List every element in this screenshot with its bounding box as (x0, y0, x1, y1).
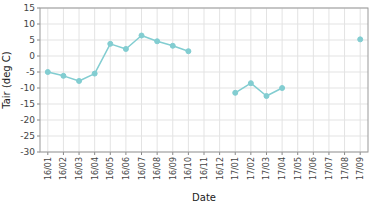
y-tick-label: 15 (24, 3, 35, 13)
x-tick-label: 17/09 (356, 157, 365, 180)
grid-line-x (328, 8, 329, 152)
grid-line-x (172, 8, 173, 152)
grid-line-x (282, 8, 283, 152)
x-tick-label: 16/06 (122, 157, 131, 180)
grid-line-x (313, 8, 314, 152)
y-tick-label: -10 (20, 83, 35, 93)
x-tick-label: 17/03 (262, 157, 271, 180)
grid-line-x (141, 8, 142, 152)
series-marker (45, 70, 50, 75)
x-tick-label: 17/06 (309, 157, 318, 180)
x-axis-label: Date (192, 192, 216, 203)
series-marker (248, 81, 253, 86)
y-axis-label: Tair (deg C) (1, 51, 12, 110)
grid-line-x (125, 8, 126, 152)
grid-line-x (360, 8, 361, 152)
grid-line-x (63, 8, 64, 152)
series-marker (123, 46, 128, 51)
grid-line-x (188, 8, 189, 152)
series-marker (264, 94, 269, 99)
x-tick-label: 16/10 (184, 157, 193, 180)
y-tick-label: -25 (20, 131, 35, 141)
y-tick-label: 10 (24, 19, 36, 29)
grid-line-x (250, 8, 251, 152)
grid-line-x (110, 8, 111, 152)
x-tick-label: 16/02 (59, 157, 68, 180)
grid-line-x (204, 8, 205, 152)
x-tick-label: 17/01 (231, 157, 240, 180)
series-marker (92, 71, 97, 76)
x-tick-label: 16/07 (138, 157, 147, 180)
grid-line-x (266, 8, 267, 152)
series-marker (61, 73, 66, 78)
grid (40, 8, 368, 152)
x-tick-label: 16/05 (106, 157, 115, 180)
x-tick-label: 17/02 (247, 157, 256, 180)
y-tick-label: 0 (29, 51, 35, 61)
x-tick-label: 16/12 (216, 157, 225, 180)
x-tick-label: 17/05 (294, 157, 303, 180)
series-marker (233, 90, 238, 95)
x-tick-label: 16/09 (169, 157, 178, 180)
grid-line-x (219, 8, 220, 152)
chart: -30 -25 -20 -15 -10 -5 0 5 10 15 16/01 16/02 16/03 16… (0, 0, 376, 204)
series-marker (170, 43, 175, 48)
y-tick-label: -30 (20, 147, 35, 157)
grid-line-x (235, 8, 236, 152)
axes: -30 -25 -20 -15 -10 -5 0 5 10 15 16/01 16/02 16/03 16… (1, 3, 368, 203)
series-marker (108, 41, 113, 46)
x-tick-label: 16/11 (200, 157, 209, 180)
y-tick-label: -5 (26, 67, 35, 77)
data (45, 33, 362, 98)
grid-line-x (344, 8, 345, 152)
x-tick-label: 16/01 (44, 157, 53, 180)
series-marker (155, 39, 160, 44)
series-marker (358, 37, 363, 42)
x-tick-label: 17/07 (325, 157, 334, 180)
grid-line-x (47, 8, 48, 152)
grid-line-x (157, 8, 158, 152)
x-tick-label: 17/04 (278, 157, 287, 180)
grid-line-x (94, 8, 95, 152)
x-tick-label: 16/04 (91, 157, 100, 180)
series-marker (139, 33, 144, 38)
series-marker (186, 49, 191, 54)
y-tick-label: -15 (20, 99, 35, 109)
series-marker (280, 86, 285, 91)
chart-container: -30 -25 -20 -15 -10 -5 0 5 10 15 16/01 16/02 16/03 16… (0, 0, 376, 204)
y-tick-label: 5 (29, 35, 35, 45)
plot-frame (40, 8, 368, 152)
y-tick-label: -20 (20, 115, 35, 125)
x-tick-label: 16/03 (75, 157, 84, 180)
x-tick-label: 16/08 (153, 157, 162, 180)
series-line (48, 36, 360, 96)
grid-line-x (297, 8, 298, 152)
x-tick-label: 17/08 (341, 157, 350, 180)
series-marker (77, 78, 82, 83)
